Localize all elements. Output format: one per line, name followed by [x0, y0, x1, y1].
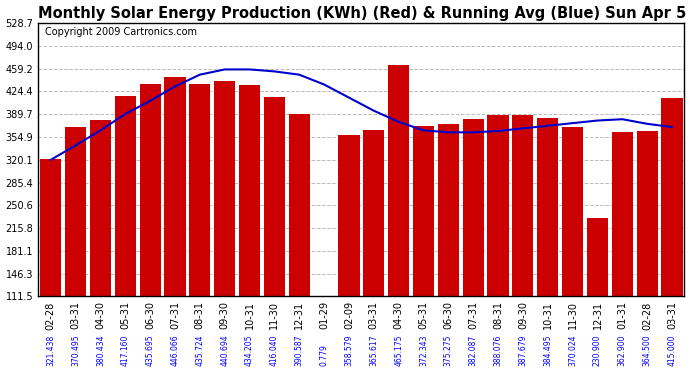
- Text: Monthly Solar Energy Production (KWh) (Red) & Running Avg (Blue) Sun Apr 5  06:5: Monthly Solar Energy Production (KWh) (R…: [38, 6, 690, 21]
- Bar: [115, 96, 136, 369]
- Text: 465.175: 465.175: [394, 334, 403, 366]
- Bar: [164, 77, 186, 369]
- Text: 417.160: 417.160: [121, 334, 130, 366]
- Bar: [65, 127, 86, 369]
- Bar: [214, 81, 235, 369]
- Bar: [513, 116, 533, 369]
- Text: 435.695: 435.695: [146, 334, 155, 366]
- Text: 372.343: 372.343: [419, 334, 428, 366]
- Text: 446.066: 446.066: [170, 334, 179, 366]
- Text: 390.587: 390.587: [295, 334, 304, 366]
- Text: 375.275: 375.275: [444, 334, 453, 366]
- Text: 416.040: 416.040: [270, 334, 279, 366]
- Text: 415.000: 415.000: [667, 334, 676, 366]
- Text: 380.434: 380.434: [96, 334, 105, 366]
- Text: 230.900: 230.900: [593, 334, 602, 366]
- Bar: [462, 119, 484, 369]
- Bar: [662, 98, 682, 369]
- Bar: [239, 85, 260, 369]
- Bar: [139, 84, 161, 369]
- Text: Copyright 2009 Cartronics.com: Copyright 2009 Cartronics.com: [45, 27, 197, 37]
- Bar: [612, 132, 633, 369]
- Text: 387.679: 387.679: [518, 334, 527, 366]
- Text: 0.779: 0.779: [319, 344, 328, 366]
- Text: 321.438: 321.438: [46, 334, 55, 366]
- Text: 370.024: 370.024: [568, 334, 577, 366]
- Text: 434.205: 434.205: [245, 334, 254, 366]
- Bar: [538, 118, 558, 369]
- Bar: [587, 218, 608, 369]
- Text: 365.617: 365.617: [369, 334, 378, 366]
- Bar: [637, 130, 658, 369]
- Bar: [288, 114, 310, 369]
- Text: 362.900: 362.900: [618, 334, 627, 366]
- Text: 364.500: 364.500: [642, 334, 651, 366]
- Bar: [363, 130, 384, 369]
- Bar: [562, 127, 583, 369]
- Bar: [488, 115, 509, 369]
- Bar: [189, 84, 210, 369]
- Bar: [437, 124, 459, 369]
- Text: 384.495: 384.495: [543, 334, 552, 366]
- Bar: [264, 97, 285, 369]
- Text: 382.087: 382.087: [469, 334, 477, 366]
- Bar: [90, 120, 111, 369]
- Text: 358.579: 358.579: [344, 334, 353, 366]
- Text: 370.495: 370.495: [71, 334, 80, 366]
- Text: 388.076: 388.076: [493, 334, 502, 366]
- Bar: [413, 126, 434, 369]
- Bar: [338, 135, 359, 369]
- Text: 435.724: 435.724: [195, 334, 204, 366]
- Text: 440.694: 440.694: [220, 334, 229, 366]
- Bar: [388, 65, 409, 369]
- Bar: [40, 159, 61, 369]
